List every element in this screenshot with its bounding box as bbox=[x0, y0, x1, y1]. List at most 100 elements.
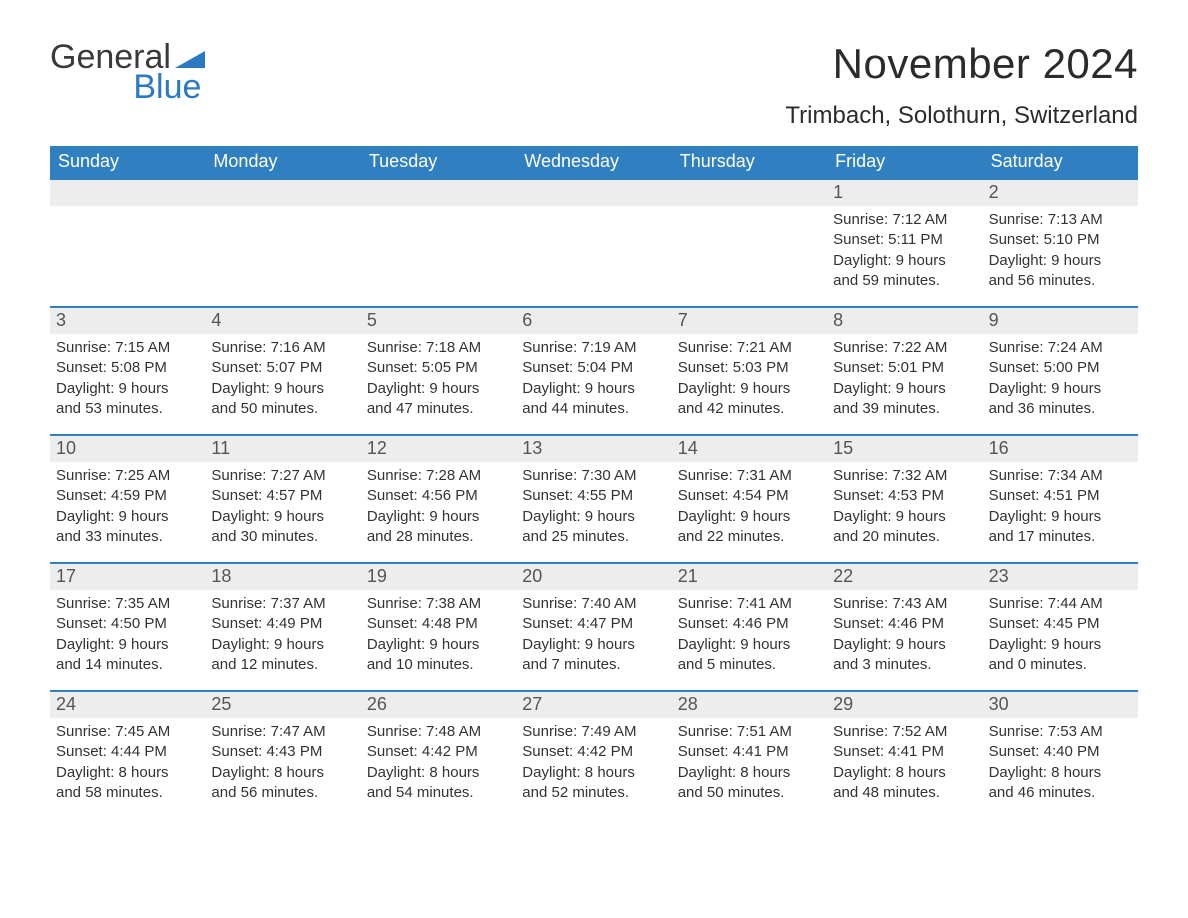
day-number: 25 bbox=[205, 692, 360, 718]
empty-day-strip bbox=[516, 180, 671, 206]
day-cell bbox=[516, 180, 671, 306]
dow-cell: Wednesday bbox=[516, 146, 671, 178]
daylight-text-2: and 12 minutes. bbox=[211, 655, 354, 675]
sunrise-text: Sunrise: 7:53 AM bbox=[989, 722, 1132, 742]
day-body: Sunrise: 7:16 AMSunset: 5:07 PMDaylight:… bbox=[205, 334, 360, 423]
sunset-text: Sunset: 4:41 PM bbox=[833, 742, 976, 762]
day-body: Sunrise: 7:28 AMSunset: 4:56 PMDaylight:… bbox=[361, 462, 516, 551]
sunrise-text: Sunrise: 7:44 AM bbox=[989, 594, 1132, 614]
day-body: Sunrise: 7:13 AMSunset: 5:10 PMDaylight:… bbox=[983, 206, 1138, 295]
day-number: 21 bbox=[672, 564, 827, 590]
month-title: November 2024 bbox=[785, 40, 1138, 88]
daylight-text-2: and 58 minutes. bbox=[56, 783, 199, 803]
day-number: 14 bbox=[672, 436, 827, 462]
day-number: 30 bbox=[983, 692, 1138, 718]
daylight-text-2: and 30 minutes. bbox=[211, 527, 354, 547]
sunset-text: Sunset: 4:44 PM bbox=[56, 742, 199, 762]
empty-day-strip bbox=[361, 180, 516, 206]
daylight-text-2: and 33 minutes. bbox=[56, 527, 199, 547]
day-cell: 5Sunrise: 7:18 AMSunset: 5:05 PMDaylight… bbox=[361, 308, 516, 434]
sunset-text: Sunset: 4:54 PM bbox=[678, 486, 821, 506]
sunset-text: Sunset: 4:42 PM bbox=[367, 742, 510, 762]
sunset-text: Sunset: 4:55 PM bbox=[522, 486, 665, 506]
daylight-text-2: and 56 minutes. bbox=[989, 271, 1132, 291]
day-cell: 23Sunrise: 7:44 AMSunset: 4:45 PMDayligh… bbox=[983, 564, 1138, 690]
day-cell: 2Sunrise: 7:13 AMSunset: 5:10 PMDaylight… bbox=[983, 180, 1138, 306]
week-row: 24Sunrise: 7:45 AMSunset: 4:44 PMDayligh… bbox=[50, 690, 1138, 818]
day-number: 28 bbox=[672, 692, 827, 718]
day-body: Sunrise: 7:25 AMSunset: 4:59 PMDaylight:… bbox=[50, 462, 205, 551]
sunrise-text: Sunrise: 7:45 AM bbox=[56, 722, 199, 742]
title-block: November 2024 Trimbach, Solothurn, Switz… bbox=[785, 40, 1138, 140]
sunset-text: Sunset: 4:56 PM bbox=[367, 486, 510, 506]
daylight-text-2: and 48 minutes. bbox=[833, 783, 976, 803]
calendar: SundayMondayTuesdayWednesdayThursdayFrid… bbox=[50, 146, 1138, 818]
daylight-text-2: and 56 minutes. bbox=[211, 783, 354, 803]
day-cell: 17Sunrise: 7:35 AMSunset: 4:50 PMDayligh… bbox=[50, 564, 205, 690]
sunset-text: Sunset: 4:45 PM bbox=[989, 614, 1132, 634]
daylight-text-1: Daylight: 9 hours bbox=[989, 251, 1132, 271]
sunset-text: Sunset: 5:07 PM bbox=[211, 358, 354, 378]
day-cell: 4Sunrise: 7:16 AMSunset: 5:07 PMDaylight… bbox=[205, 308, 360, 434]
dow-cell: Monday bbox=[205, 146, 360, 178]
day-body: Sunrise: 7:34 AMSunset: 4:51 PMDaylight:… bbox=[983, 462, 1138, 551]
sunrise-text: Sunrise: 7:31 AM bbox=[678, 466, 821, 486]
sunset-text: Sunset: 4:46 PM bbox=[833, 614, 976, 634]
day-number: 27 bbox=[516, 692, 671, 718]
sunrise-text: Sunrise: 7:18 AM bbox=[367, 338, 510, 358]
day-cell: 1Sunrise: 7:12 AMSunset: 5:11 PMDaylight… bbox=[827, 180, 982, 306]
daylight-text-2: and 50 minutes. bbox=[211, 399, 354, 419]
daylight-text-2: and 54 minutes. bbox=[367, 783, 510, 803]
daylight-text-2: and 52 minutes. bbox=[522, 783, 665, 803]
day-cell: 15Sunrise: 7:32 AMSunset: 4:53 PMDayligh… bbox=[827, 436, 982, 562]
sunset-text: Sunset: 5:05 PM bbox=[367, 358, 510, 378]
day-body: Sunrise: 7:45 AMSunset: 4:44 PMDaylight:… bbox=[50, 718, 205, 807]
daylight-text-1: Daylight: 9 hours bbox=[833, 635, 976, 655]
day-body: Sunrise: 7:35 AMSunset: 4:50 PMDaylight:… bbox=[50, 590, 205, 679]
day-number: 1 bbox=[827, 180, 982, 206]
sunset-text: Sunset: 5:03 PM bbox=[678, 358, 821, 378]
day-of-week-header: SundayMondayTuesdayWednesdayThursdayFrid… bbox=[50, 146, 1138, 178]
day-cell: 16Sunrise: 7:34 AMSunset: 4:51 PMDayligh… bbox=[983, 436, 1138, 562]
sunset-text: Sunset: 4:43 PM bbox=[211, 742, 354, 762]
sunrise-text: Sunrise: 7:48 AM bbox=[367, 722, 510, 742]
day-body: Sunrise: 7:31 AMSunset: 4:54 PMDaylight:… bbox=[672, 462, 827, 551]
week-row: 10Sunrise: 7:25 AMSunset: 4:59 PMDayligh… bbox=[50, 434, 1138, 562]
day-number: 16 bbox=[983, 436, 1138, 462]
logo: General Blue bbox=[50, 40, 205, 107]
sunset-text: Sunset: 4:41 PM bbox=[678, 742, 821, 762]
day-body: Sunrise: 7:52 AMSunset: 4:41 PMDaylight:… bbox=[827, 718, 982, 807]
day-cell: 29Sunrise: 7:52 AMSunset: 4:41 PMDayligh… bbox=[827, 692, 982, 818]
sunrise-text: Sunrise: 7:27 AM bbox=[211, 466, 354, 486]
day-body: Sunrise: 7:30 AMSunset: 4:55 PMDaylight:… bbox=[516, 462, 671, 551]
day-number: 19 bbox=[361, 564, 516, 590]
dow-cell: Sunday bbox=[50, 146, 205, 178]
daylight-text-2: and 39 minutes. bbox=[833, 399, 976, 419]
daylight-text-2: and 7 minutes. bbox=[522, 655, 665, 675]
day-body: Sunrise: 7:12 AMSunset: 5:11 PMDaylight:… bbox=[827, 206, 982, 295]
day-number: 18 bbox=[205, 564, 360, 590]
daylight-text-1: Daylight: 8 hours bbox=[211, 763, 354, 783]
sunrise-text: Sunrise: 7:16 AM bbox=[211, 338, 354, 358]
daylight-text-1: Daylight: 9 hours bbox=[833, 379, 976, 399]
sunset-text: Sunset: 5:04 PM bbox=[522, 358, 665, 378]
day-body: Sunrise: 7:48 AMSunset: 4:42 PMDaylight:… bbox=[361, 718, 516, 807]
sunset-text: Sunset: 5:08 PM bbox=[56, 358, 199, 378]
daylight-text-2: and 20 minutes. bbox=[833, 527, 976, 547]
daylight-text-1: Daylight: 9 hours bbox=[211, 507, 354, 527]
daylight-text-1: Daylight: 9 hours bbox=[989, 379, 1132, 399]
day-cell bbox=[50, 180, 205, 306]
daylight-text-1: Daylight: 8 hours bbox=[989, 763, 1132, 783]
day-cell: 14Sunrise: 7:31 AMSunset: 4:54 PMDayligh… bbox=[672, 436, 827, 562]
day-body: Sunrise: 7:38 AMSunset: 4:48 PMDaylight:… bbox=[361, 590, 516, 679]
day-number: 13 bbox=[516, 436, 671, 462]
day-cell: 20Sunrise: 7:40 AMSunset: 4:47 PMDayligh… bbox=[516, 564, 671, 690]
daylight-text-2: and 53 minutes. bbox=[56, 399, 199, 419]
day-number: 8 bbox=[827, 308, 982, 334]
sunset-text: Sunset: 4:40 PM bbox=[989, 742, 1132, 762]
day-cell: 13Sunrise: 7:30 AMSunset: 4:55 PMDayligh… bbox=[516, 436, 671, 562]
daylight-text-1: Daylight: 9 hours bbox=[522, 379, 665, 399]
day-cell: 27Sunrise: 7:49 AMSunset: 4:42 PMDayligh… bbox=[516, 692, 671, 818]
daylight-text-1: Daylight: 9 hours bbox=[833, 251, 976, 271]
sunrise-text: Sunrise: 7:15 AM bbox=[56, 338, 199, 358]
